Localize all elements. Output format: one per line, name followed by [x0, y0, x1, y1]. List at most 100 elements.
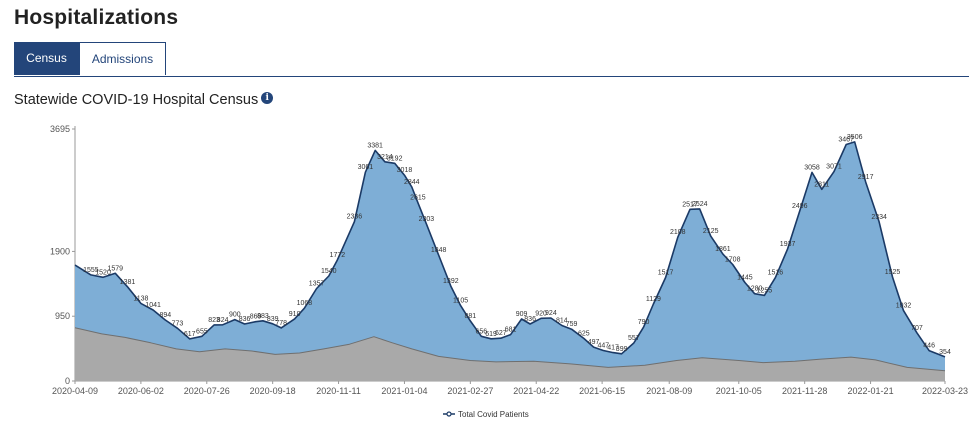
data-label: 1032	[896, 303, 912, 310]
x-tick-label: 2021-02-27	[447, 386, 493, 396]
data-label: 920	[535, 310, 547, 317]
data-label: 1517	[658, 270, 674, 277]
data-label: 883	[257, 313, 269, 320]
chart-title: Statewide COVID-19 Hospital Census i	[14, 92, 274, 108]
data-label: 1255	[757, 287, 773, 294]
data-label: 354	[939, 349, 951, 356]
x-tick-label: 2020-04-09	[52, 386, 98, 396]
data-label: 617	[184, 331, 196, 338]
data-label: 625	[578, 330, 590, 337]
legend: Total Covid Patients	[443, 410, 529, 419]
data-label: 2496	[792, 203, 808, 210]
x-tick-label: 2021-04-22	[513, 386, 559, 396]
data-label: 881	[464, 313, 476, 320]
data-label: 1129	[646, 296, 661, 303]
x-tick-label: 2020-07-26	[184, 386, 230, 396]
data-label: 619	[485, 331, 497, 338]
x-tick-label: 2022-01-21	[848, 386, 894, 396]
x-tick-label: 2020-06-02	[118, 386, 164, 396]
data-label: 497	[588, 339, 600, 346]
data-label: 900	[229, 312, 241, 319]
data-label: 656	[475, 328, 487, 335]
data-label: 707	[911, 325, 923, 332]
data-label: 773	[172, 320, 184, 327]
data-label: 839	[267, 316, 279, 323]
data-label: 836	[524, 316, 536, 323]
y-tick-label: 0	[65, 376, 70, 386]
data-label: 3381	[367, 142, 383, 149]
x-tick-label: 2020-11-11	[316, 386, 361, 396]
data-label: 655	[196, 328, 208, 335]
data-label: 869	[250, 314, 262, 321]
data-label: 1848	[431, 247, 447, 254]
x-tick-label: 2021-11-28	[782, 386, 827, 396]
data-label: 2303	[419, 216, 435, 223]
data-label: 3214	[377, 154, 393, 161]
data-label: 3061	[358, 164, 374, 171]
data-label: 1937	[780, 241, 796, 248]
data-label: 1516	[768, 270, 784, 277]
data-label: 3058	[804, 164, 820, 171]
data-label: 2811	[814, 181, 829, 188]
second-series-area	[75, 327, 945, 381]
total-covid-patients-line[interactable]	[74, 141, 946, 358]
data-label: 2334	[871, 214, 887, 221]
data-label: 1068	[297, 300, 313, 307]
data-label: 2125	[703, 228, 719, 235]
data-label: 1138	[133, 295, 148, 302]
data-label: 910	[289, 311, 301, 318]
data-label: 3071	[826, 164, 842, 171]
tab-census[interactable]: Census	[14, 42, 79, 75]
data-label: 790	[638, 319, 650, 326]
data-label: 759	[566, 321, 578, 328]
data-label: 2524	[692, 201, 708, 208]
data-label: 894	[159, 312, 171, 319]
tab-admissions[interactable]: Admissions	[79, 42, 166, 75]
x-tick-label: 2022-03-23	[922, 386, 968, 396]
y-tick-label: 950	[55, 311, 70, 321]
data-label: 909	[516, 311, 528, 318]
data-label: 447	[598, 343, 610, 350]
data-label: 627	[495, 330, 507, 337]
data-label: 1041	[145, 302, 161, 309]
page-title: Hospitalizations	[14, 6, 179, 29]
data-label: 3506	[847, 134, 863, 141]
legend-dot-marker	[446, 411, 452, 417]
y-tick-label: 3695	[50, 124, 70, 134]
data-label: 2517	[682, 201, 698, 208]
data-label: 814	[556, 317, 568, 324]
tab-bar: Census Admissions	[14, 42, 969, 77]
data-label: 1105	[453, 298, 468, 305]
second-series-line[interactable]	[74, 327, 946, 372]
total-series	[74, 141, 946, 381]
data-label: 3467	[838, 137, 854, 144]
legend-label[interactable]: Total Covid Patients	[458, 410, 529, 419]
data-label: 2108	[670, 229, 686, 236]
x-tick-label: 2021-01-04	[381, 386, 427, 396]
data-label: 2917	[858, 174, 874, 181]
data-label: 823	[208, 317, 220, 324]
icu-series	[74, 327, 946, 381]
data-label: 1708	[725, 257, 741, 264]
data-label: 1445	[737, 274, 753, 281]
data-label: 1579	[107, 265, 123, 272]
data-label: 824	[217, 317, 229, 324]
x-tick-label: 2020-09-18	[250, 386, 296, 396]
data-label: 1381	[120, 279, 136, 286]
data-label: 417	[607, 345, 619, 352]
data-label: 446	[923, 343, 935, 350]
data-label: 557	[628, 335, 640, 342]
data-label: 836	[239, 316, 251, 323]
data-label: 2615	[410, 195, 426, 202]
data-label: 3018	[397, 167, 413, 174]
y-tick-label: 1900	[50, 246, 70, 256]
info-icon[interactable]: i	[261, 92, 274, 104]
data-label: 1520	[95, 269, 111, 276]
chart-title-text: Statewide COVID-19 Hospital Census	[14, 92, 259, 108]
x-tick-label: 2021-06-15	[579, 386, 625, 396]
data-label: 3192	[387, 155, 403, 162]
data-label: 1772	[330, 252, 346, 259]
data-label: 681	[505, 327, 517, 334]
data-label: 2336	[347, 214, 363, 221]
